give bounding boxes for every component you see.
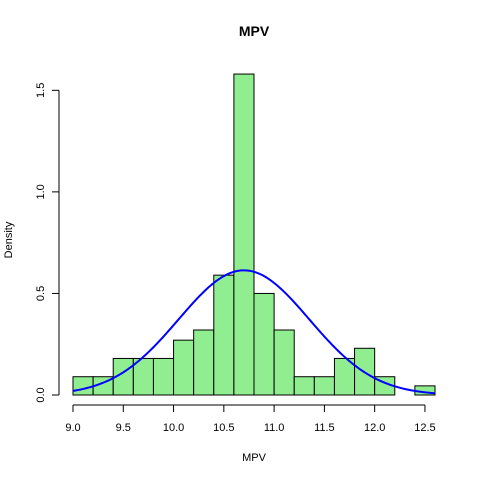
histogram-bar bbox=[72, 376, 94, 396]
x-axis: 9.0 9.5 10.0 10.5 11.0 11.5 12.0 12.5 bbox=[65, 404, 436, 434]
y-axis-label: Density bbox=[3, 221, 15, 258]
histogram-bar bbox=[213, 274, 235, 396]
y-tick-label: 0.5 bbox=[35, 286, 47, 301]
chart-title: MPV bbox=[239, 23, 270, 39]
histogram-bar bbox=[193, 329, 215, 396]
histogram-bars bbox=[72, 73, 436, 396]
y-tick-label: 0.0 bbox=[35, 387, 47, 402]
x-tick-label: 11.5 bbox=[314, 422, 335, 434]
x-tick-label: 12.0 bbox=[364, 422, 385, 434]
density-curve bbox=[72, 269, 436, 395]
histogram-bar bbox=[313, 376, 335, 396]
x-tick-label: 11.0 bbox=[264, 422, 285, 434]
histogram-bar bbox=[233, 73, 255, 396]
y-tick-label: 1.5 bbox=[35, 83, 47, 98]
x-axis-label: MPV bbox=[242, 452, 267, 464]
histogram-bar bbox=[253, 292, 275, 396]
x-tick-label: 10.0 bbox=[163, 422, 184, 434]
histogram-bar bbox=[173, 339, 195, 396]
x-tick-label: 9.5 bbox=[116, 422, 131, 434]
y-axis: 0.0 0.5 1.0 1.5 bbox=[35, 83, 60, 403]
x-tick-label: 12.5 bbox=[414, 422, 435, 434]
y-tick-label: 1.0 bbox=[35, 184, 47, 199]
x-tick-label: 9.0 bbox=[65, 422, 80, 434]
histogram-bar bbox=[293, 376, 315, 396]
x-tick-label: 10.5 bbox=[213, 422, 234, 434]
histogram-bar bbox=[273, 329, 295, 396]
histogram-bar bbox=[152, 357, 175, 396]
